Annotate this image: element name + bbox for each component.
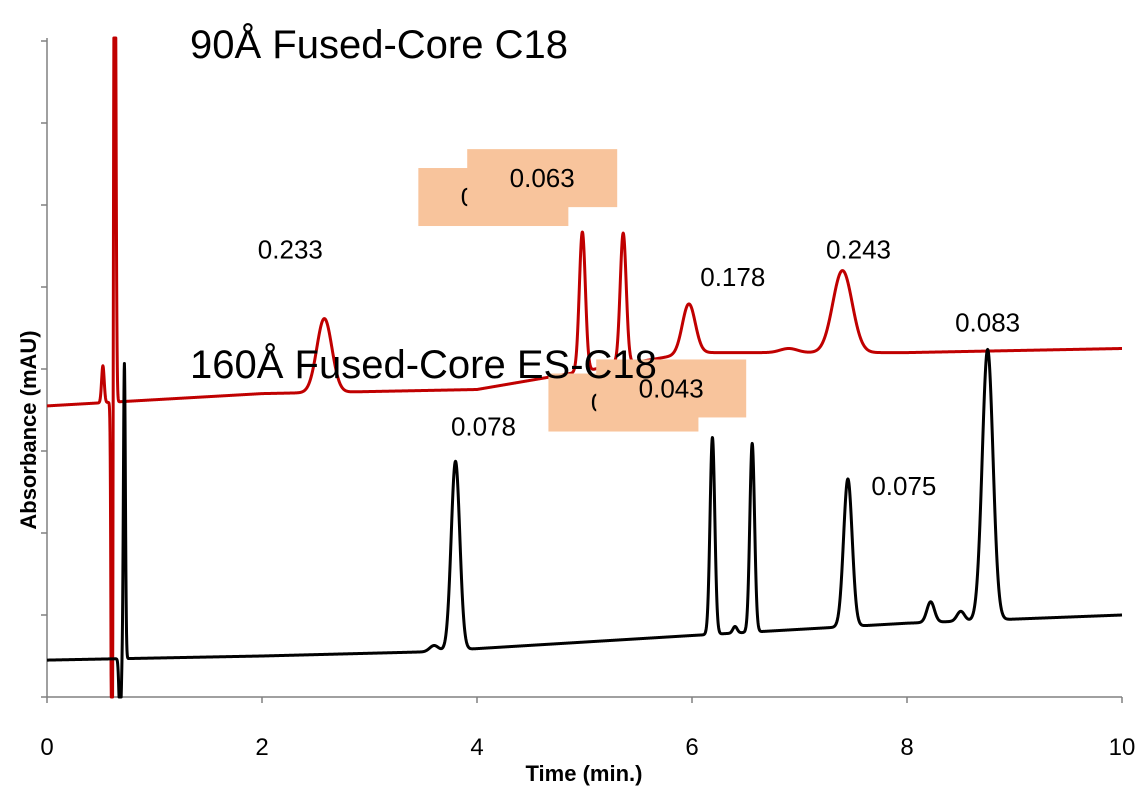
x-tick-label: 8 bbox=[900, 734, 913, 761]
peak-label-highlight-box bbox=[596, 359, 747, 418]
peak-value-label: 0.063 bbox=[510, 163, 575, 193]
peak-value-label: 0.243 bbox=[826, 235, 891, 265]
axes: 0 2 4 6 8 10 bbox=[40, 38, 1135, 761]
x-tick-label: 4 bbox=[470, 734, 483, 761]
series-title-black: 160Å Fused-Core ES-C18 bbox=[190, 342, 657, 387]
peak-label-highlight-box bbox=[467, 149, 618, 208]
traces bbox=[45, 36, 1124, 699]
peak-value-label: 0.075 bbox=[871, 471, 936, 501]
peak-value-label: 0.043 bbox=[639, 373, 704, 403]
black-trace-line bbox=[45, 348, 1124, 699]
peak-value-label: 0.083 bbox=[955, 308, 1020, 338]
red-trace-line bbox=[45, 36, 1124, 699]
y-axis-ticks bbox=[41, 40, 47, 698]
x-tick-label: 0 bbox=[40, 734, 53, 761]
series-title-red: 90Å Fused-Core C18 bbox=[190, 22, 568, 67]
x-tick-label: 6 bbox=[685, 734, 698, 761]
peak-value-label: 0.178 bbox=[700, 262, 765, 292]
y-axis-title: Absorbance (mAU) bbox=[16, 330, 41, 529]
peak-labels: 0.2330.0580.0630.1780.2430.0780.0410.043… bbox=[258, 149, 1020, 501]
x-tick-label: 10 bbox=[1109, 734, 1136, 761]
peak-value-label: 0.078 bbox=[451, 411, 516, 441]
x-axis-title: Time (min.) bbox=[526, 761, 643, 786]
peak-value-label: 0.233 bbox=[258, 235, 323, 265]
x-axis-ticks: 0 2 4 6 8 10 bbox=[40, 697, 1135, 761]
x-tick-label: 2 bbox=[255, 734, 268, 761]
